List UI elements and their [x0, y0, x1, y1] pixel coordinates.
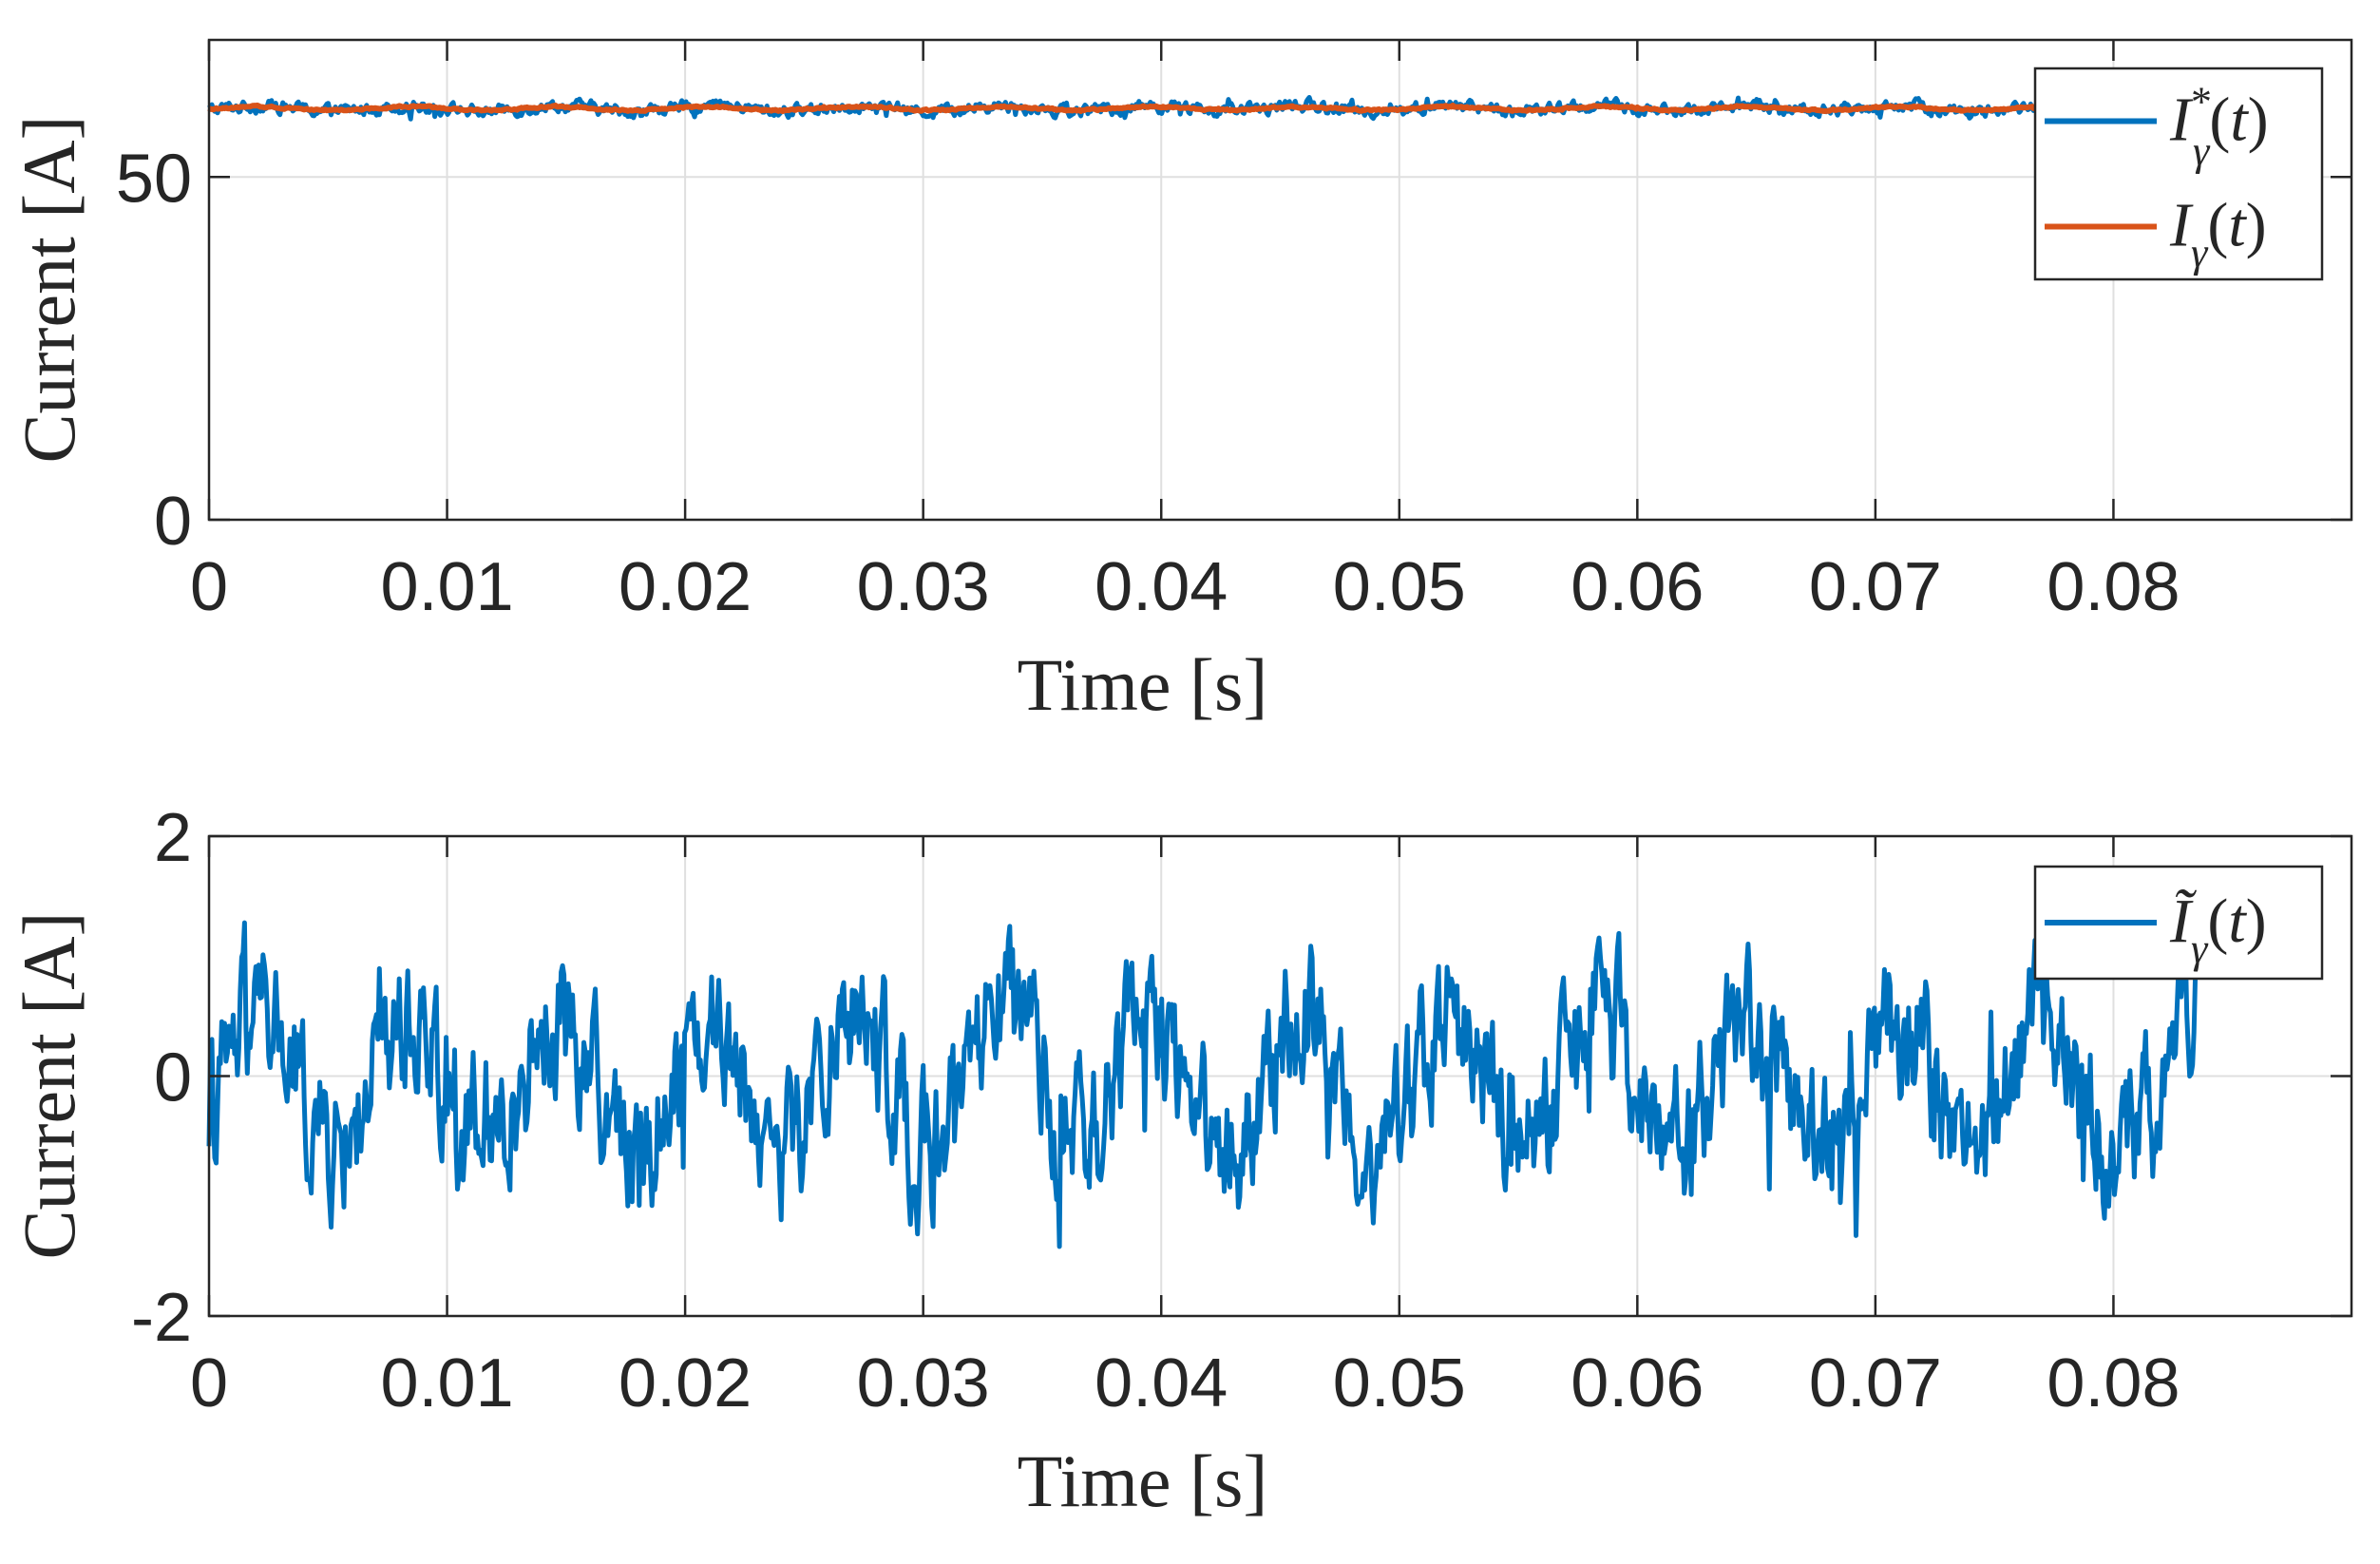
plot-area — [209, 40, 2351, 520]
legend-box — [2033, 67, 2324, 281]
y-tick-label: 0 — [154, 484, 192, 560]
x-tick-label: 0.06 — [1571, 1345, 1704, 1421]
x-tick-label: 0.06 — [1571, 549, 1704, 625]
axes-box — [207, 38, 2353, 522]
x-axis-label: Time [s] — [1018, 643, 1268, 726]
x-tick-label: 0 — [190, 549, 228, 625]
y-tick-label: 50 — [116, 141, 192, 217]
y-tick-label: 0 — [154, 1040, 192, 1116]
legend: I* γ(t) Iγ(t) — [2033, 67, 2324, 281]
y-axis-label: Current [A] — [8, 115, 90, 463]
x-tick-label: 0.04 — [1095, 1345, 1228, 1421]
x-tick-label: 0.02 — [619, 549, 752, 625]
x-tick-label: 0 — [190, 1345, 228, 1421]
x-tick-label: 0.08 — [2047, 549, 2180, 625]
x-tick-label: 0.04 — [1095, 549, 1228, 625]
y-axis-label: Current [A] — [8, 911, 90, 1259]
x-tick-label: 0.02 — [619, 1345, 752, 1421]
series-line-2 — [207, 102, 2199, 115]
x-tick-label: 0.01 — [380, 549, 513, 625]
legend: Ĩγ(t) — [2033, 865, 2324, 981]
legend-entry: Iγ(t) — [2169, 191, 2267, 277]
x-tick-label: 0.07 — [1809, 1345, 1942, 1421]
x-tick-label: 0.05 — [1333, 549, 1466, 625]
x-tick-label: 0.03 — [857, 1345, 990, 1421]
y-tick-label: 2 — [154, 800, 192, 876]
x-axis-label: Time [s] — [1018, 1440, 1268, 1522]
y-tick-label: -2 — [131, 1280, 192, 1356]
series-line-1 — [206, 920, 2199, 1249]
x-tick-label: 0.05 — [1333, 1345, 1466, 1421]
legend-entry: I* γ(t) — [2169, 79, 2269, 175]
x-tick-label: 0.07 — [1809, 549, 1942, 625]
chart-top: 0 0.01 0.02 0.03 0.04 0.05 0.06 0.07 0.08 0 50 Time… — [8, 38, 2353, 726]
x-tick-label: 0.01 — [380, 1345, 513, 1421]
x-tick-label: 0.03 — [857, 549, 990, 625]
chart-bottom: 0 0.01 0.02 0.03 0.04 0.05 0.06 0.07 0.08-202Tim… — [8, 800, 2353, 1522]
x-tick-label: 0.08 — [2047, 1345, 2180, 1421]
